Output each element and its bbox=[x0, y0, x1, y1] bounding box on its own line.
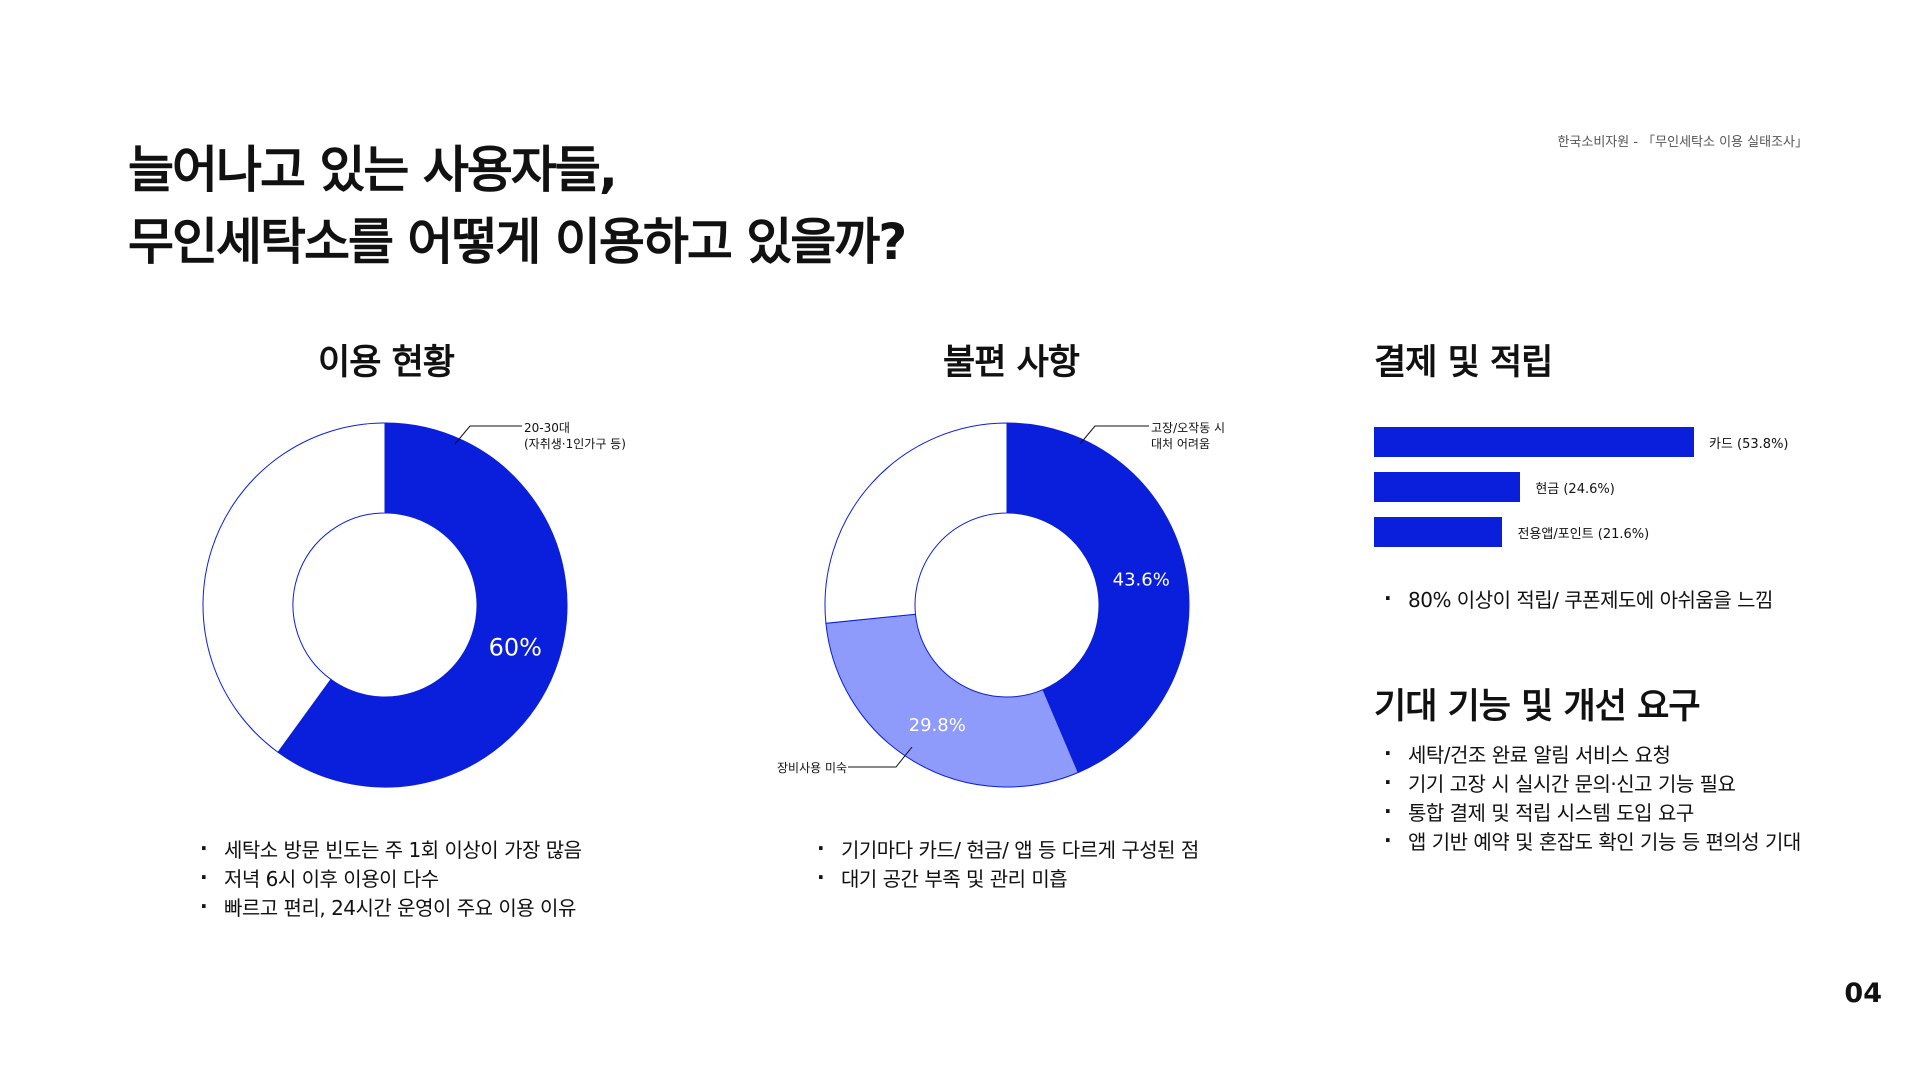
usage-callout-line2: (자취생·1인가구 등) bbox=[524, 437, 626, 451]
complaints-top-callout-line2: 대처 어려움 bbox=[1151, 437, 1211, 451]
payment-bar-label: 전용앱/포인트 (21.6%) bbox=[1517, 527, 1650, 542]
usage-donut-chart: 60% bbox=[202, 422, 568, 788]
payment-bar-label: 현금 (24.6%) bbox=[1535, 482, 1615, 497]
usage-section-title: 이용 현황 bbox=[318, 343, 455, 383]
complaints-slice-1 bbox=[825, 613, 1079, 788]
complaints-slice-0 bbox=[1006, 422, 1190, 774]
usage-callout-line1: 20-30대 bbox=[524, 421, 570, 435]
complaints-top-callout-label: 고장/오작동 시 대처 어려움 bbox=[1151, 420, 1225, 452]
source-citation: 한국소비자원 - 「무인세탁소 이용 실태조사」 bbox=[1557, 135, 1808, 150]
complaints-value-label-0: 43.6% bbox=[1113, 570, 1170, 591]
expect-bullet: 기기 고장 시 실시간 문의·신고 기능 필요 bbox=[1384, 768, 1801, 799]
payment-section-title: 결제 및 적립 bbox=[1374, 343, 1553, 383]
payment-bullet: 80% 이상이 적립/ 쿠폰제도에 아쉬움을 느낌 bbox=[1384, 584, 1773, 615]
expect-bullet: 통합 결제 및 적립 시스템 도입 요구 bbox=[1384, 797, 1801, 828]
expect-bullet-list: 세탁/건조 완료 알림 서비스 요청 기기 고장 시 실시간 문의·신고 기능 … bbox=[1384, 739, 1801, 857]
usage-slice-0 bbox=[277, 422, 568, 788]
complaints-top-callout-line bbox=[1079, 425, 1149, 445]
usage-bullet: 저녁 6시 이후 이용이 다수 bbox=[200, 863, 582, 894]
payment-bullet-list: 80% 이상이 적립/ 쿠폰제도에 아쉬움을 느낌 bbox=[1384, 584, 1773, 615]
page-title: 늘어나고 있는 사용자들, 무인세탁소를 어떻게 이용하고 있을까? bbox=[128, 134, 907, 278]
page-number: 04 bbox=[1844, 978, 1882, 1009]
payment-bar bbox=[1374, 517, 1503, 547]
usage-value-label-0: 60% bbox=[489, 633, 542, 661]
expect-bullet: 세탁/건조 완료 알림 서비스 요청 bbox=[1384, 739, 1801, 770]
usage-bullet: 빠르고 편리, 24시간 운영이 주요 이용 이유 bbox=[200, 892, 582, 923]
complaints-bullet-list: 기기마다 카드/ 현금/ 앱 등 다르게 구성된 점 대기 공간 부족 및 관리… bbox=[817, 834, 1199, 894]
complaints-left-callout-label: 장비사용 미숙 bbox=[777, 761, 848, 775]
payment-bar-label: 카드 (53.8%) bbox=[1709, 437, 1789, 452]
expect-bullet: 앱 기반 예약 및 혼잡도 확인 기능 등 편의성 기대 bbox=[1384, 826, 1801, 857]
complaints-bullet: 기기마다 카드/ 현금/ 앱 등 다르게 구성된 점 bbox=[817, 834, 1199, 865]
page-title-line2: 무인세탁소를 어떻게 이용하고 있을까? bbox=[128, 213, 907, 271]
complaints-value-label-1: 29.8% bbox=[909, 715, 966, 736]
usage-callout-line bbox=[454, 425, 522, 445]
complaints-slice-2 bbox=[824, 422, 1008, 624]
usage-callout-label: 20-30대 (자취생·1인가구 등) bbox=[524, 420, 626, 452]
payment-bar bbox=[1374, 472, 1521, 502]
complaints-donut-chart: 43.6% 29.8% bbox=[824, 422, 1190, 788]
usage-slice-1 bbox=[202, 422, 386, 753]
complaints-section-title: 불편 사항 bbox=[943, 343, 1080, 383]
payment-bar bbox=[1374, 427, 1694, 457]
expect-section-title: 기대 기능 및 개선 요구 bbox=[1374, 687, 1701, 727]
usage-bullet-list: 세탁소 방문 빈도는 주 1회 이상이 가장 많음 저녁 6시 이후 이용이 다… bbox=[200, 834, 582, 923]
complaints-left-callout-line bbox=[848, 746, 913, 768]
complaints-top-callout-line1: 고장/오작동 시 bbox=[1151, 421, 1226, 435]
page-title-line1: 늘어나고 있는 사용자들, bbox=[128, 141, 618, 199]
complaints-bullet: 대기 공간 부족 및 관리 미흡 bbox=[817, 863, 1199, 894]
usage-bullet: 세탁소 방문 빈도는 주 1회 이상이 가장 많음 bbox=[200, 834, 582, 865]
